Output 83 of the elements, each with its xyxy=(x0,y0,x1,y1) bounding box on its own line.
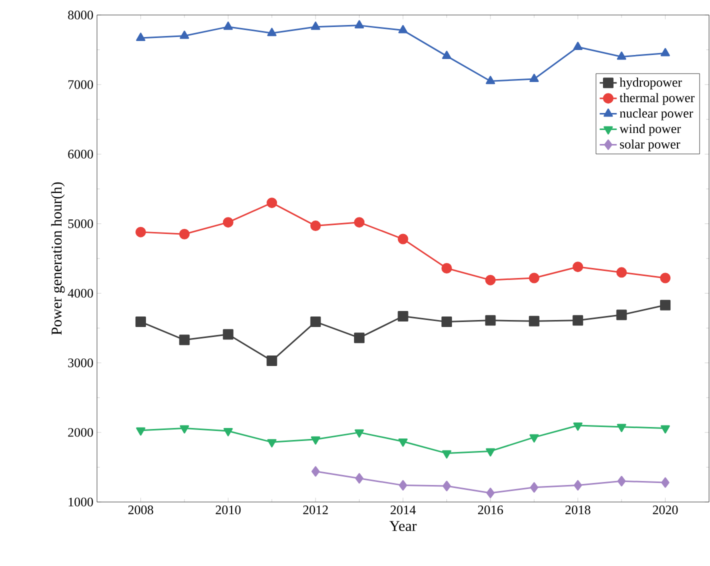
x-tick-label: 2010 xyxy=(216,506,241,514)
point xyxy=(222,329,234,340)
point xyxy=(660,272,671,284)
point xyxy=(616,310,627,320)
point xyxy=(179,228,190,240)
x-tick-label: 2016 xyxy=(478,506,503,514)
y-tick-label: 5000 xyxy=(68,219,93,228)
y-tick-label: 4000 xyxy=(68,288,93,298)
y-tick-label: 3000 xyxy=(68,358,93,368)
point xyxy=(310,316,321,328)
point xyxy=(442,450,452,459)
y-tick-label: 8000 xyxy=(68,10,93,20)
point xyxy=(354,429,364,438)
point xyxy=(528,272,540,284)
point xyxy=(486,76,496,84)
x-tick-label: 2018 xyxy=(565,506,590,514)
point xyxy=(574,480,582,491)
point xyxy=(310,22,320,30)
point xyxy=(135,226,146,238)
point xyxy=(135,316,146,328)
point xyxy=(398,480,408,491)
point xyxy=(136,427,146,436)
point xyxy=(572,262,584,272)
point xyxy=(180,30,190,39)
point xyxy=(136,32,146,41)
y-tick-label: 7000 xyxy=(68,80,93,89)
point xyxy=(442,480,451,492)
point xyxy=(573,42,583,50)
point xyxy=(354,332,365,344)
y-axis-title: Power generation hour(h) xyxy=(51,182,65,335)
point xyxy=(311,466,320,477)
legend-label: nuclear power xyxy=(620,108,694,120)
point xyxy=(486,448,496,456)
point xyxy=(486,488,495,498)
point xyxy=(573,422,583,431)
point xyxy=(222,217,234,228)
x-axis-title: Year xyxy=(389,521,417,532)
x-tick-label: 2008 xyxy=(128,506,154,514)
point xyxy=(223,428,233,436)
point xyxy=(267,439,277,448)
x-tick-label: 2020 xyxy=(652,506,678,514)
point xyxy=(530,434,539,443)
point xyxy=(398,234,408,244)
legend-label: wind power xyxy=(620,124,681,136)
point xyxy=(398,310,408,322)
point xyxy=(441,316,452,328)
point xyxy=(485,315,496,326)
y-tick-label: 1000 xyxy=(68,498,93,506)
point xyxy=(616,267,627,278)
point xyxy=(661,477,670,488)
point xyxy=(354,217,365,228)
point xyxy=(528,316,540,326)
point xyxy=(616,424,626,432)
point xyxy=(572,315,584,326)
point xyxy=(660,48,670,56)
point xyxy=(485,274,496,286)
legend-label: solar power xyxy=(620,139,680,152)
point xyxy=(441,262,452,274)
point xyxy=(310,220,321,232)
point xyxy=(616,51,626,60)
legend-label: hydropower xyxy=(620,78,682,90)
point xyxy=(660,300,671,310)
point xyxy=(398,25,408,34)
point xyxy=(266,198,278,208)
point xyxy=(266,356,278,366)
point xyxy=(223,22,233,30)
point xyxy=(354,20,364,28)
point xyxy=(530,482,538,493)
point xyxy=(179,334,190,346)
point xyxy=(180,425,190,434)
legend-label: thermal power xyxy=(620,93,695,105)
point xyxy=(617,476,626,486)
x-tick-label: 2012 xyxy=(303,506,328,514)
point xyxy=(398,438,408,447)
point xyxy=(530,74,539,82)
y-tick-label: 6000 xyxy=(68,150,93,159)
x-tick-label: 2014 xyxy=(390,506,416,514)
point xyxy=(442,50,452,60)
point xyxy=(310,436,320,445)
point xyxy=(267,28,277,36)
y-tick-label: 2000 xyxy=(68,428,93,437)
point xyxy=(660,425,670,434)
point xyxy=(355,473,364,484)
